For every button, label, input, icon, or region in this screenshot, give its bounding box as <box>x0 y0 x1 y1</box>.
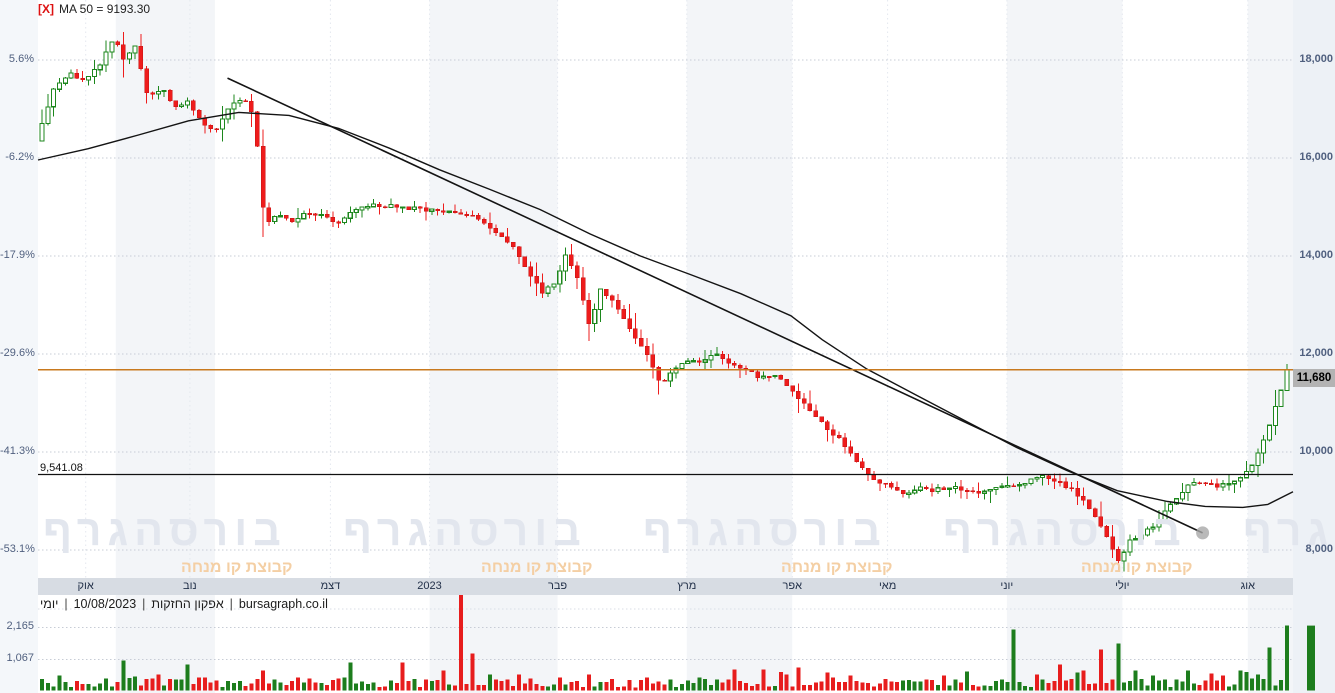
month-label: אוג <box>1240 580 1256 592</box>
y-axis-percent-label: -29.6% <box>0 347 35 359</box>
y-axis-percent-label: 5.6% <box>8 53 34 65</box>
month-shade-band <box>115 595 215 693</box>
month-label: פבר <box>547 580 568 592</box>
left-axis-margin <box>0 0 38 693</box>
status-date: 10/08/2023 <box>73 597 137 611</box>
status-instrument-name: אפקון החזקות <box>151 597 224 611</box>
status-separator: | <box>142 597 146 611</box>
status-timeframe: יומי <box>40 597 59 611</box>
month-shade-band <box>429 595 558 693</box>
month-shade-band <box>1247 0 1293 578</box>
reference-price-label: 9,541.08 <box>40 461 83 474</box>
y-axis-price-label: 8,000 <box>1305 543 1333 555</box>
status-separator: | <box>64 597 68 611</box>
month-shade-band <box>686 0 793 578</box>
month-shade-band <box>686 595 793 693</box>
volume-axis-label: 2,165 <box>6 620 34 633</box>
trend-line <box>227 77 1203 534</box>
x-axis-band <box>38 578 1293 595</box>
chart-title: [X] MA 50 = 9193.30 <box>38 2 150 16</box>
last-price-badge: 11,680 <box>1293 369 1335 388</box>
month-label: אפר <box>782 580 803 592</box>
month-label: מרץ <box>677 580 697 592</box>
right-axis-panel <box>1293 0 1335 693</box>
indicator-remove-toggle[interactable]: [X] <box>38 2 54 16</box>
month-shade-band <box>1006 0 1123 578</box>
month-shade-band <box>429 0 558 578</box>
month-label: אוק <box>77 580 94 592</box>
y-axis-price-label: 10,000 <box>1299 445 1333 457</box>
month-shade-band <box>1006 595 1123 693</box>
y-axis-percent-label: -41.3% <box>0 445 35 457</box>
month-label: יולי <box>1115 580 1130 592</box>
ma50-line <box>37 111 1294 509</box>
trend-line-handle[interactable] <box>1196 526 1210 540</box>
y-axis-price-label: 16,000 <box>1299 151 1333 163</box>
month-shade-band <box>115 0 215 578</box>
month-label: נוב <box>182 580 197 592</box>
y-axis-percent-label: -17.9% <box>0 249 35 261</box>
volume-bars <box>40 594 1289 691</box>
candles <box>39 32 1290 572</box>
month-label: דצמ <box>320 580 341 592</box>
y-axis-price-label: 14,000 <box>1299 249 1333 261</box>
month-label: מאי <box>878 580 897 592</box>
status-separator: | <box>229 597 233 611</box>
y-axis-price-label: 12,000 <box>1299 347 1333 359</box>
month-label: 2023 <box>417 580 442 592</box>
month-label: יוני <box>1000 580 1014 592</box>
status-site-link[interactable]: bursagraph.co.il <box>238 597 328 611</box>
y-axis-percent-label: -6.2% <box>5 151 34 163</box>
volume-axis-label: 1,067 <box>6 652 34 665</box>
y-axis-percent-label: -53.1% <box>0 543 35 555</box>
margin-volume-bar <box>1307 625 1315 691</box>
ma50-title-label: MA 50 = 9193.30 <box>59 2 151 16</box>
status-bar: יומי | 10/08/2023 | אפקון החזקות | bursa… <box>40 596 328 612</box>
y-axis-price-label: 18,000 <box>1299 53 1333 65</box>
